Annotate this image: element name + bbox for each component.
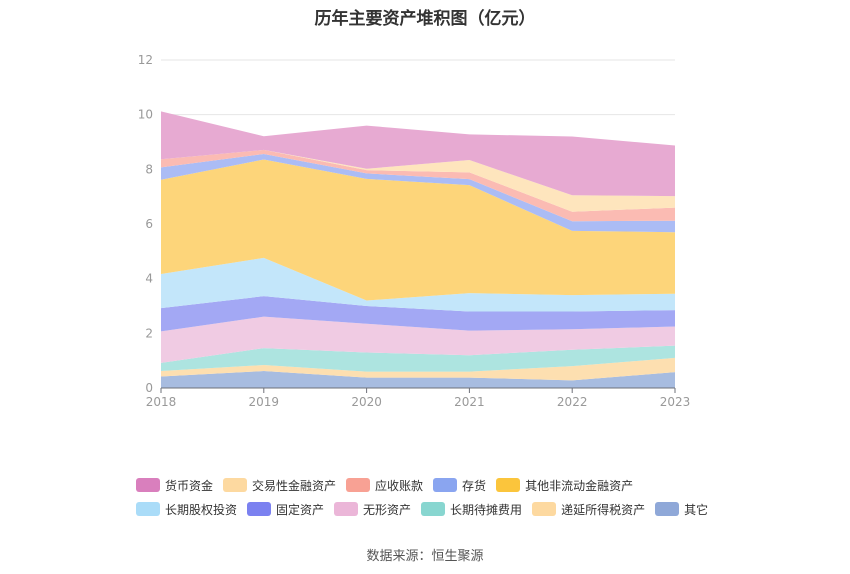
x-tick-label: 2019 xyxy=(249,395,280,409)
y-tick-label: 6 xyxy=(145,217,153,231)
legend-swatch xyxy=(346,478,371,492)
y-tick-label: 2 xyxy=(145,326,153,340)
area-series xyxy=(161,111,675,388)
y-tick-label: 10 xyxy=(138,108,153,122)
legend-item[interactable]: 应收账款 xyxy=(346,477,423,494)
area-长期股权投资 xyxy=(161,257,675,312)
x-tick-label: 2018 xyxy=(146,395,177,409)
x-tick-label: 2020 xyxy=(351,395,382,409)
legend-label: 存货 xyxy=(462,478,487,493)
legend-label: 长期股权投资 xyxy=(165,502,238,517)
legend-label: 无形资产 xyxy=(363,502,412,517)
legend-item[interactable]: 长期待摊费用 xyxy=(421,501,522,518)
y-tick-label: 0 xyxy=(145,381,153,395)
data-source-note: 数据来源：恒生聚源 xyxy=(366,549,484,564)
legend-swatch xyxy=(655,502,680,516)
legend-row: 货币资金 交易性金融资产 应收账款 存货 其他非流动金融资产 xyxy=(136,473,736,497)
area-其它 xyxy=(161,371,675,388)
legend-swatch xyxy=(496,478,521,492)
legend-label: 交易性金融资产 xyxy=(252,478,337,493)
legend-item[interactable]: 交易性金融资产 xyxy=(223,477,336,494)
legend-swatch xyxy=(334,502,359,516)
area-其他非流动金融资产 xyxy=(161,159,675,301)
legend-swatch xyxy=(136,478,160,492)
stacked-area-chart: 0 2 4 6 8 10 12 2018 2019 2020 2021 2022 2023 xyxy=(138,53,691,409)
x-tick-label: 2021 xyxy=(454,395,485,409)
legend-row: 长期股权投资 固定资产 无形资产 长期待摊费用 递延所得税资产 其它 xyxy=(136,497,736,521)
legend-item[interactable]: 其他非流动金融资产 xyxy=(496,477,633,494)
legend-swatch xyxy=(433,478,458,492)
area-固定资产 xyxy=(161,296,675,332)
legend-item[interactable]: 存货 xyxy=(433,477,486,494)
area-交易性金融资产 xyxy=(161,149,675,212)
legend-label: 其他非流动金融资产 xyxy=(525,478,634,493)
x-tick-label: 2023 xyxy=(660,395,691,409)
legend-item[interactable]: 无形资产 xyxy=(334,501,411,518)
legend-label: 应收账款 xyxy=(375,478,424,493)
y-tick-label: 12 xyxy=(138,53,153,67)
legend-swatch xyxy=(532,502,557,516)
legend-label: 固定资产 xyxy=(276,502,325,517)
legend-swatch xyxy=(223,478,248,492)
legend-label: 长期待摊费用 xyxy=(450,502,523,517)
y-tick-label: 8 xyxy=(145,162,153,176)
legend-item[interactable]: 递延所得税资产 xyxy=(532,501,645,518)
y-tick-label: 4 xyxy=(145,272,153,286)
area-应收账款 xyxy=(161,149,675,222)
area-长期待摊费用 xyxy=(161,345,675,372)
legend-label: 货币资金 xyxy=(165,478,214,493)
legend-item[interactable]: 货币资金 xyxy=(136,477,213,494)
area-无形资产 xyxy=(161,316,675,363)
x-tick-label: 2022 xyxy=(557,395,588,409)
legend-swatch xyxy=(421,502,446,516)
area-货币资金 xyxy=(161,111,675,197)
legend-swatch xyxy=(136,502,160,516)
area-存货 xyxy=(161,154,675,233)
legend-item[interactable]: 固定资产 xyxy=(247,501,324,518)
legend-item[interactable]: 长期股权投资 xyxy=(136,501,237,518)
area-递延所得税资产 xyxy=(161,357,675,381)
axes: 0 2 4 6 8 10 12 2018 2019 2020 2021 2022 2023 xyxy=(138,53,691,409)
legend-swatch xyxy=(247,502,272,516)
legend: 货币资金 交易性金融资产 应收账款 存货 其他非流动金融资产 长期股权投资 固定资产 无形资… xyxy=(136,473,736,521)
chart-title: 历年主要资产堆积图（亿元） xyxy=(314,9,536,29)
legend-label: 递延所得税资产 xyxy=(561,502,646,517)
legend-item[interactable]: 其它 xyxy=(655,501,708,518)
legend-label: 其它 xyxy=(684,502,709,517)
